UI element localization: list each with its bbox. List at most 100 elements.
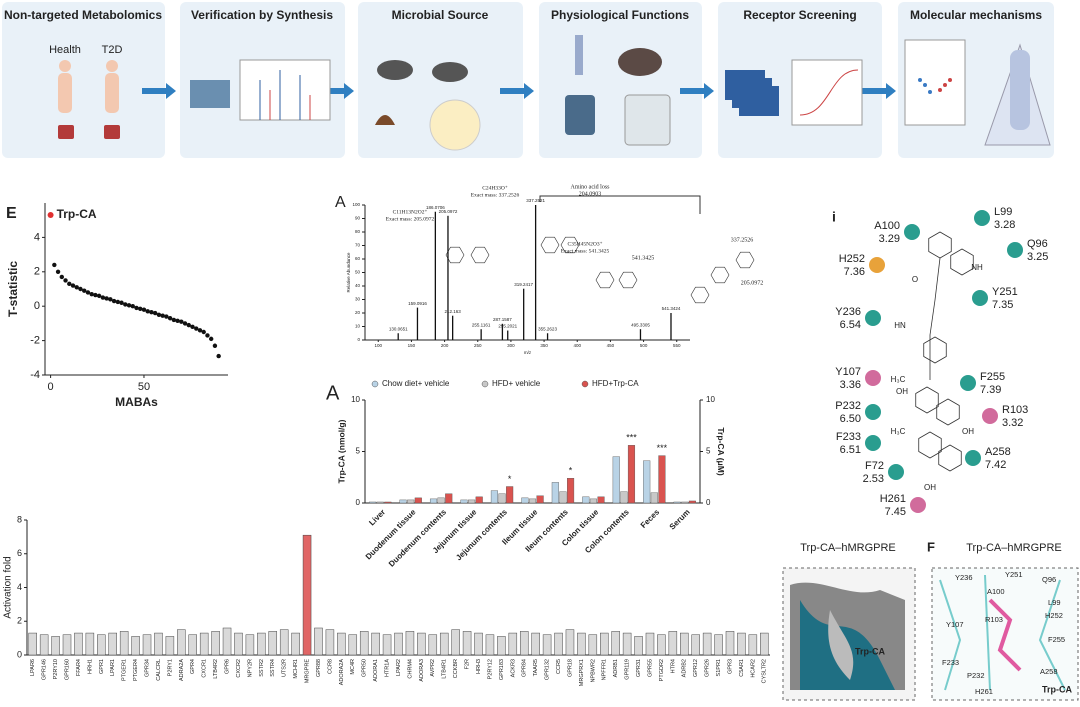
structure-title: Trp-CA–hMRGPRE (966, 542, 1062, 554)
residue-marker (910, 497, 926, 513)
bar (51, 636, 60, 656)
x-tick-label: AVPR2 (430, 659, 436, 677)
residue-number: 3.36 (840, 379, 861, 391)
x-tick-label: CXCR1 (202, 659, 208, 678)
panel-letter: E (6, 205, 17, 222)
y2-tick-label: 0 (706, 498, 711, 507)
residue-marker (965, 450, 981, 466)
annotation: 205.0972 (741, 280, 764, 286)
x-tick-label: GPR4 (190, 659, 196, 674)
y-tick-label: 4 (17, 582, 22, 592)
x-tick-label: LPAR6 (30, 659, 36, 676)
bar (407, 499, 415, 504)
point (67, 281, 72, 287)
point (123, 302, 128, 307)
x-tick-label: ADRB2 (682, 659, 688, 677)
x-tick-label: GPR31 (636, 659, 642, 677)
legend-label: HFD+ vehicle (492, 379, 541, 388)
point (160, 313, 165, 318)
annotation: Amino acid loss (571, 184, 611, 190)
ring (928, 231, 952, 259)
point (190, 324, 195, 330)
residue-name: A100 (874, 220, 900, 232)
bar (485, 634, 495, 656)
y2-tick-label: 10 (706, 395, 715, 404)
atom-label: HN (894, 321, 906, 330)
peak-label: 255.1161 (472, 322, 491, 327)
x-tick-label: NPY2R (247, 659, 253, 677)
x-tick-label: GPR3 (727, 659, 733, 674)
bar (634, 636, 643, 656)
residue-name: Y251 (992, 286, 1018, 298)
point (141, 307, 147, 312)
x-tick-label: SSTR2 (259, 659, 265, 677)
point (179, 319, 184, 324)
x-tick-label: GPR55 (647, 659, 653, 677)
annotation: C24H33O⁺ (482, 184, 508, 191)
atom-label: H₃C (891, 427, 906, 436)
point (82, 288, 87, 293)
x-tick-label: ADRB1 (613, 659, 619, 677)
x-tick-label: LTB4R1 (442, 659, 448, 679)
peak-label: 130.0651 (389, 326, 408, 331)
atom-label: O (912, 275, 918, 284)
y-tick-label: 40 (355, 283, 361, 288)
bar (702, 632, 712, 656)
ring (618, 271, 638, 289)
residue-marker (960, 375, 976, 391)
x-tick-label: HTR1A (385, 659, 391, 677)
significance: * (508, 474, 512, 484)
point (145, 309, 150, 314)
annotation: Trp-CA (57, 207, 97, 221)
x-tick-label: 500 (640, 343, 648, 348)
residue-number: 3.28 (994, 219, 1015, 231)
x-tick-label: 450 (607, 343, 615, 348)
bar (314, 627, 323, 656)
y-tick-label: 2 (17, 616, 22, 626)
bar (222, 627, 232, 656)
structure-title: Trp-CA–hMRGPRE (800, 542, 896, 554)
bar (542, 634, 552, 656)
bar (468, 499, 476, 504)
bar (611, 631, 620, 656)
x-tick-label: GPR26 (705, 659, 711, 677)
legend-label: Chow diet+ vehicle (382, 379, 450, 388)
point (212, 343, 218, 348)
bar (154, 632, 163, 656)
axis (364, 205, 690, 341)
x-tick-label: LTB4R2 (213, 659, 219, 679)
point (74, 285, 79, 290)
point (111, 298, 117, 304)
bar (399, 499, 407, 504)
bar (681, 501, 689, 504)
bar (506, 486, 514, 504)
point (164, 314, 169, 319)
ring (470, 246, 490, 264)
point (78, 286, 83, 292)
atom-label: H₃C (891, 375, 906, 384)
bar (650, 492, 658, 504)
x-tick-label: ADORA3 (419, 659, 425, 682)
bar (405, 631, 415, 656)
residue-name: H252 (839, 253, 865, 265)
peak-label: 287.1587 (493, 317, 512, 322)
bar (437, 497, 445, 504)
bar (119, 631, 129, 656)
axis (44, 203, 228, 376)
step-title: Microbial Source (392, 8, 489, 22)
residue-name: H261 (880, 493, 906, 505)
x-tick-label: MCHR1 (293, 659, 299, 679)
bar (597, 496, 605, 504)
bar (462, 631, 472, 656)
bar (565, 629, 575, 656)
y-tick-label: 10 (351, 395, 360, 404)
bar (691, 634, 700, 656)
bar (142, 634, 152, 656)
step-title: Physiological Functions (551, 8, 689, 22)
y2-tick-label: 5 (706, 447, 711, 456)
residue-number: 2.53 (863, 473, 884, 485)
x-tick-label: ADRA2A (179, 659, 185, 681)
x-tick-label: 200 (441, 343, 449, 348)
ring (445, 246, 465, 264)
x-tick-label: PTGDR2 (659, 659, 665, 681)
